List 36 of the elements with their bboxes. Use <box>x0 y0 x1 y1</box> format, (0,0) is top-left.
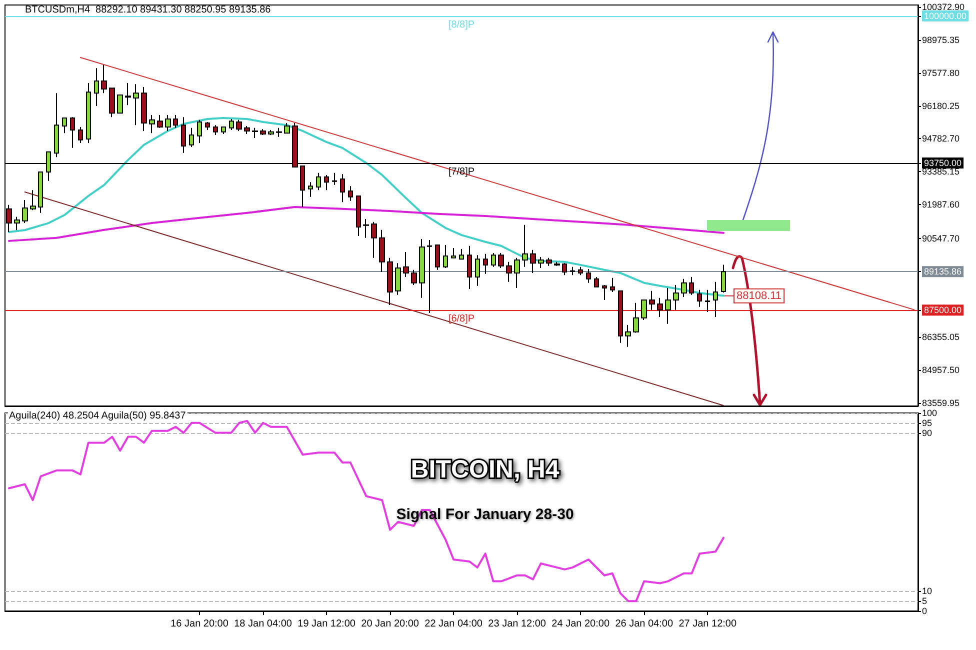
y-tick-label: 10 <box>922 586 932 596</box>
y-tick-label: 90547.70 <box>922 233 960 244</box>
x-tick-label: 26 Jan 04:00 <box>615 618 674 630</box>
x-tick-label: 18 Jan 04:00 <box>234 618 292 630</box>
y-tick-label: 100000.00 <box>924 10 967 21</box>
y-tick-label: 86355.05 <box>922 332 960 342</box>
y-tick-label: 5 <box>922 596 928 606</box>
ref-line-label: [6/8]P <box>448 314 475 325</box>
x-tick-label: 16 Jan 20:00 <box>170 618 229 630</box>
y-tick-label: 100372.90 <box>922 2 965 12</box>
annotation: Aguila(240) 48.2504 Aguila(50) 95.8437 <box>9 410 186 422</box>
x-tick-label: 19 Jan 12:00 <box>298 618 356 630</box>
text: BITCOIN, H4 <box>410 456 560 484</box>
y-tick-label: 100 <box>922 408 938 418</box>
x-tick-label: 22 Jan 04:00 <box>424 618 483 630</box>
y-tick-label: 96180.25 <box>922 100 960 111</box>
y-tick-label: 90 <box>922 428 932 438</box>
x-tick-label: 20 Jan 20:00 <box>361 618 420 630</box>
chart-title: BTCUSDm,H4 88292.10 89431.30 88250.95 89135.86 <box>25 4 272 16</box>
y-tick-label: 84957.50 <box>922 365 960 376</box>
y-tick-label: 83559.95 <box>922 398 960 408</box>
y-tick-label: 89135.86 <box>924 266 962 277</box>
y-tick-label: 97577.80 <box>922 68 960 78</box>
y-tick-label: 94782.70 <box>922 134 960 144</box>
y-tick-label: 98975.35 <box>922 34 960 45</box>
x-tick-label: 23 Jan 12:00 <box>488 618 546 630</box>
y-tick-label: 95 <box>922 418 932 428</box>
x-tick-label: 24 Jan 20:00 <box>552 618 610 630</box>
x-tick-label: 27 Jan 12:00 <box>678 618 737 630</box>
y-tick-label: 0 <box>922 606 928 616</box>
y-tick-label: 93750.00 <box>924 158 962 168</box>
y-tick-label: 91987.60 <box>922 199 960 210</box>
y-tick-label: 93385.15 <box>922 166 960 177</box>
ref-line-label: [8/8]P <box>448 19 475 30</box>
y-tick-label: 87500.00 <box>924 305 962 316</box>
annotation: 88108.11 <box>736 290 782 302</box>
